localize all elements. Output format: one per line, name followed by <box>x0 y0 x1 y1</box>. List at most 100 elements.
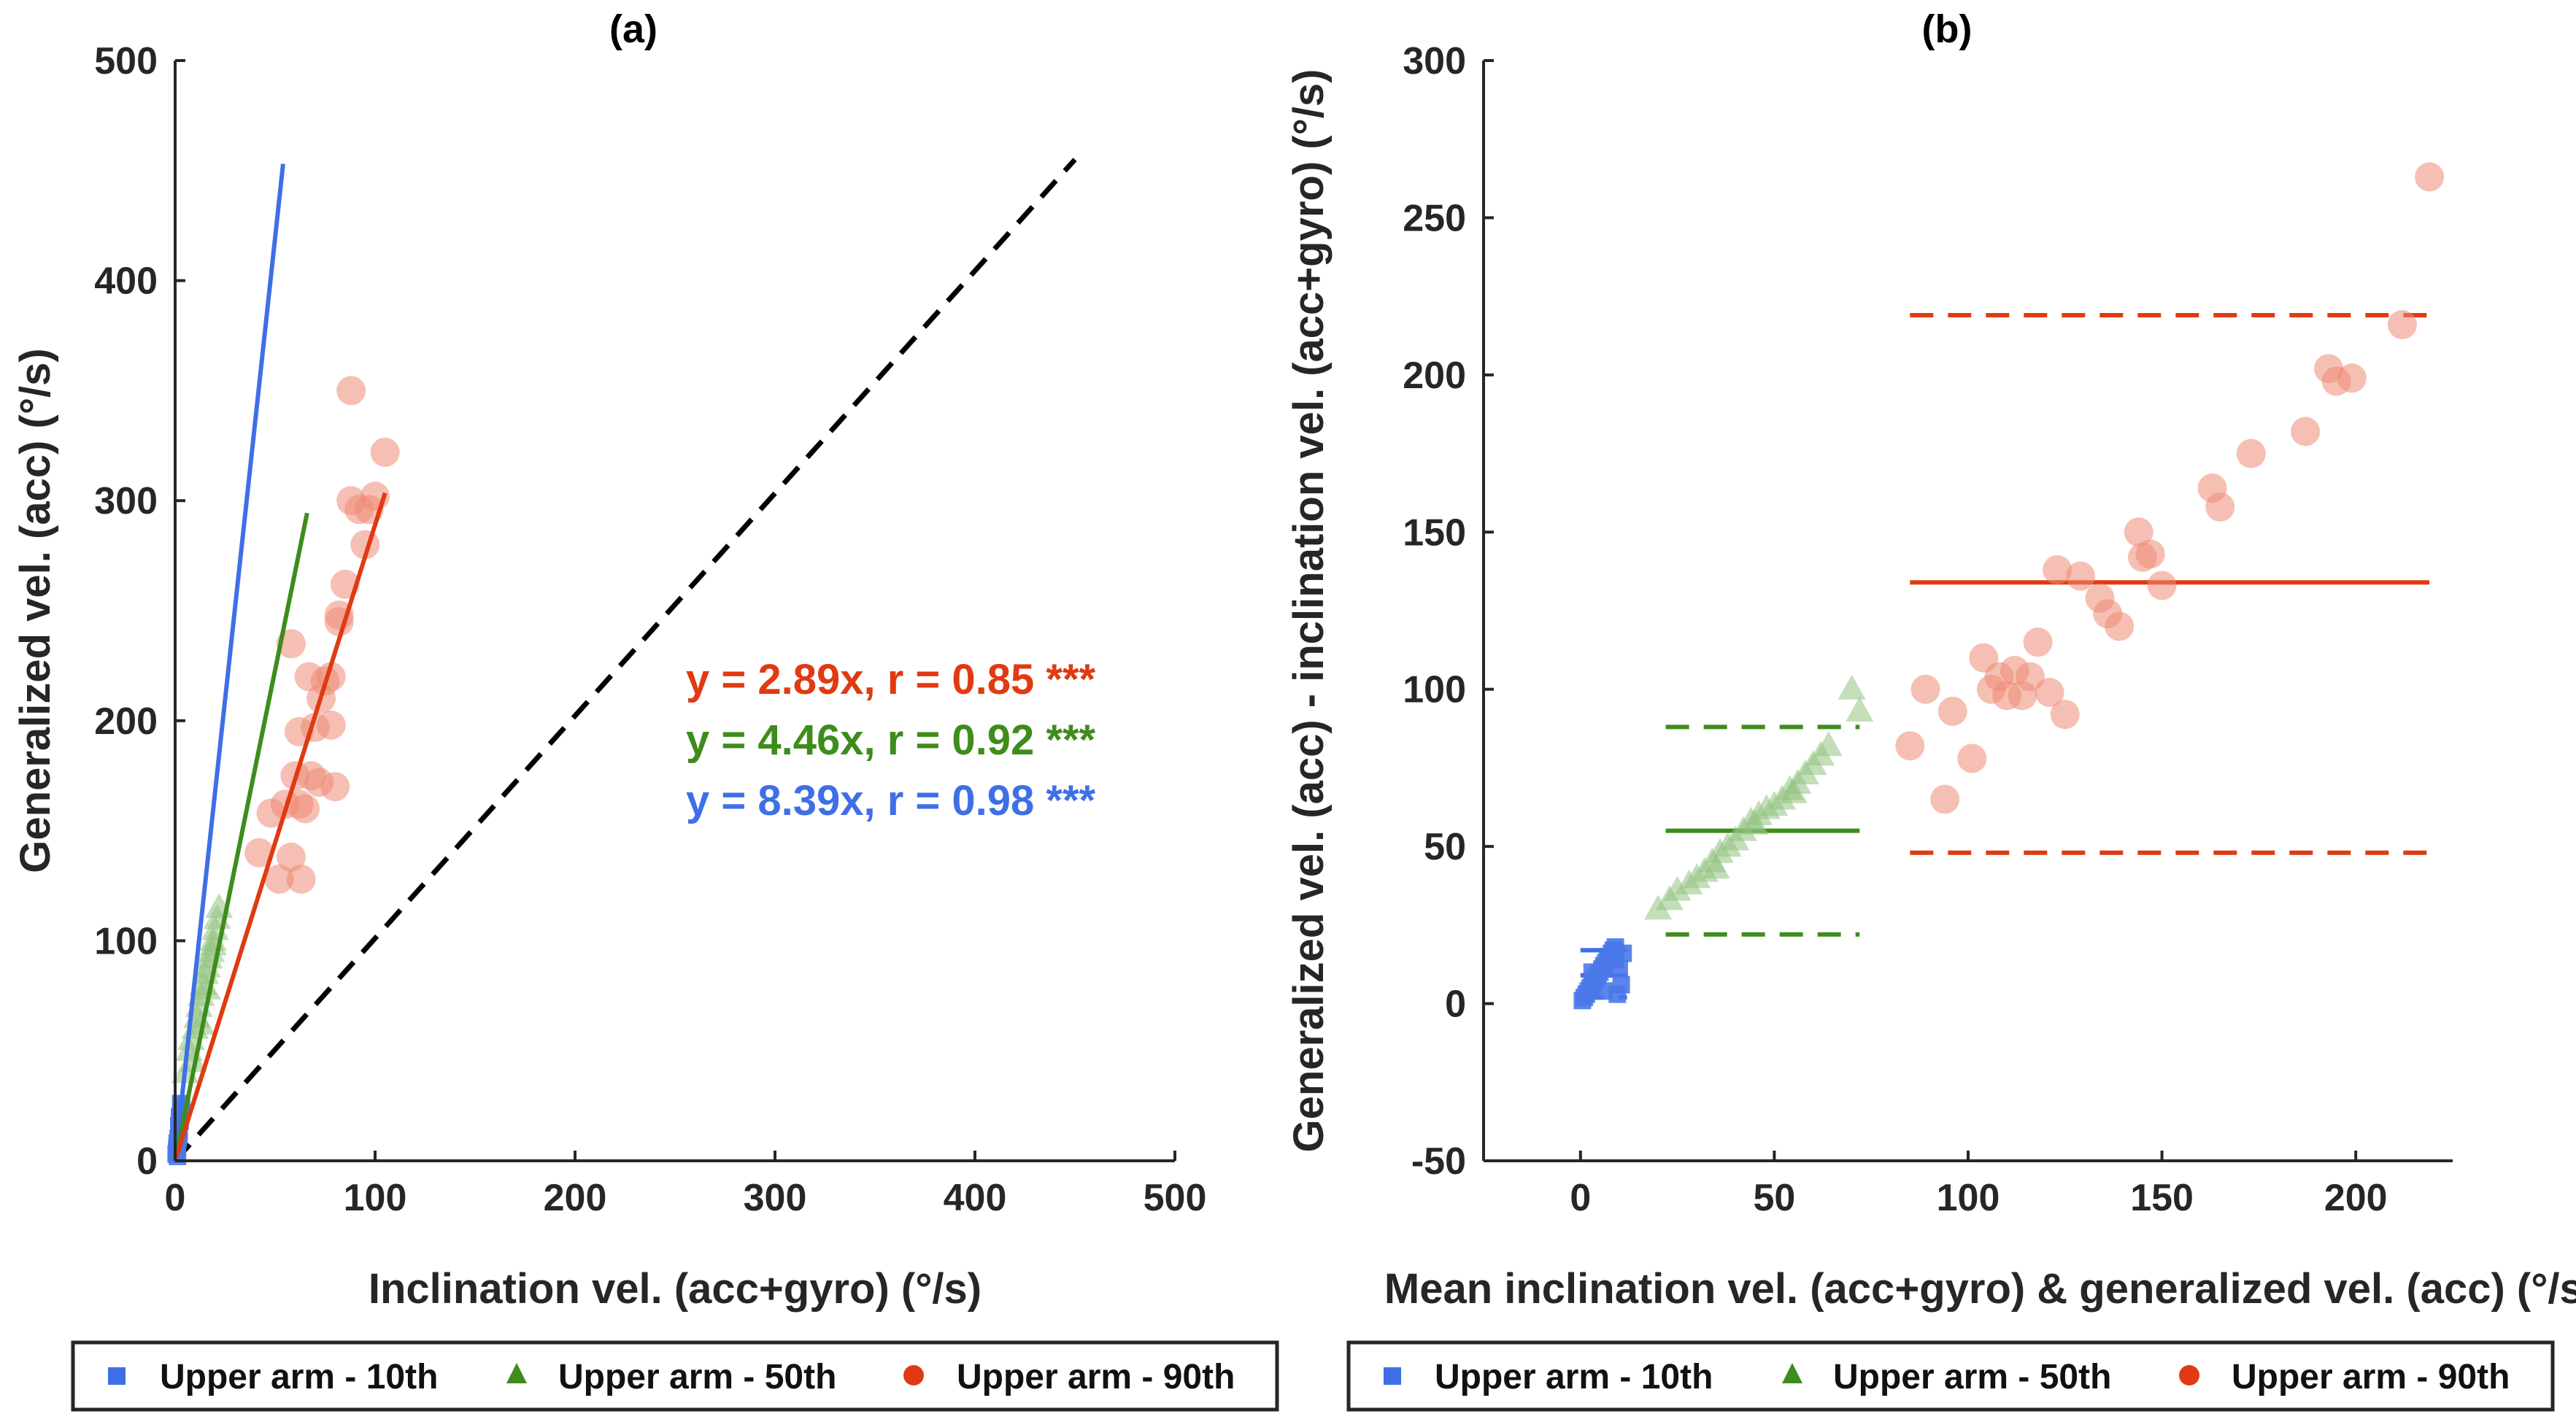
legend-b-box <box>1346 1340 2555 1412</box>
panel-b-point-p50 <box>1740 809 1769 835</box>
panel-b-point-p50 <box>1814 731 1843 757</box>
panel-b-ytick-label: -50 <box>1411 1140 1466 1183</box>
panel-b-point-p90 <box>2205 492 2235 522</box>
panel-a-title: (a) <box>609 7 658 51</box>
eq-p90: y = 2.89x, r = 0.85 *** <box>686 656 1096 703</box>
panel-a-point-p90 <box>276 842 306 872</box>
panel-b-title: (b) <box>1922 7 1973 51</box>
panel-b-point-p90 <box>2387 309 2417 339</box>
panel-a-xtick-label: 500 <box>1144 1177 1207 1219</box>
panel-b-ytick-label: 50 <box>1424 826 1466 868</box>
panel-b-point-p90 <box>2236 438 2266 468</box>
eq-p10: y = 8.39x, r = 0.98 *** <box>686 777 1096 824</box>
panel-a-ytick-label: 400 <box>94 260 158 303</box>
panel-a-point-p90 <box>370 437 400 467</box>
panel-b-point-p10 <box>1606 951 1624 969</box>
panel-b-point-p90 <box>2035 678 2064 708</box>
panel-b-xtick-label: 50 <box>1753 1177 1795 1219</box>
panel-b-point-p10 <box>1583 963 1601 981</box>
legend-b-label-p10: Upper arm - 10th <box>1435 1358 1713 1396</box>
panel-b-point-p90 <box>2291 417 2321 447</box>
panel-b-point-p90 <box>2415 162 2445 192</box>
panel-b-point-p90 <box>2043 554 2072 584</box>
regression-line-p10 <box>173 163 285 1162</box>
legend-a: Upper arm - 10th Upper arm - 50th Upper … <box>71 1340 1279 1412</box>
panel-a-xtick-label: 100 <box>344 1177 407 1219</box>
panel-b: (b) 0 50 100 150 200 -50 0 50 100 150 200 250 300 Me… <box>1285 7 2576 1313</box>
identity-line <box>173 158 1077 1163</box>
panel-b-point-p50 <box>1837 674 1866 700</box>
panel-b-point-p90 <box>2135 539 2165 569</box>
panel-a-point-p90 <box>296 761 326 791</box>
panel-b-point-p90 <box>2124 517 2153 547</box>
panel-b-point-p90 <box>2050 700 2080 730</box>
panel-b-point-p90 <box>1957 743 1987 773</box>
panel-b-point-p10 <box>1594 982 1613 1000</box>
panel-b-xtick-label: 100 <box>1937 1177 2000 1219</box>
panel-a-ytick-label: 0 <box>136 1140 158 1183</box>
legend-b-label-p50: Upper arm - 50th <box>1833 1358 2111 1396</box>
panel-a-xlabel: Inclination vel. (acc+gyro) (°/s) <box>369 1265 982 1313</box>
panel-b-point-p50 <box>1702 854 1730 879</box>
panel-b-ytick-label: 300 <box>1403 40 1466 82</box>
legend-a-label-p10: Upper arm - 10th <box>160 1358 438 1396</box>
panel-b-point-p90 <box>2015 662 2045 692</box>
panel-a-ylabel: Generalized vel. (acc) (°/s) <box>12 348 59 873</box>
panel-a: (a) 0 100 200 300 400 500 0 100 200 300 400 500 Inc… <box>12 7 1206 1313</box>
panel-b-xtick-label: 200 <box>2324 1177 2388 1219</box>
legend-a-marker-p10 <box>108 1367 126 1385</box>
panel-a-xtick-label: 0 <box>165 1177 186 1219</box>
panel-b-point-p90 <box>2337 363 2367 393</box>
legend-a-marker-p90 <box>903 1365 924 1386</box>
panel-b-ytick-label: 150 <box>1403 511 1466 554</box>
panel-b-point-p90 <box>2066 561 2096 591</box>
panel-b-point-p90 <box>1895 731 1925 761</box>
panel-a-ticks: 0 100 200 300 400 500 0 100 200 300 400 500 <box>94 40 1206 1219</box>
legend-a-marker-p50 <box>506 1363 527 1383</box>
panel-b-point-p90 <box>2147 571 2177 600</box>
regression-line-p50 <box>173 512 309 1162</box>
panel-a-point-p50 <box>187 1010 215 1035</box>
panel-b-ytick-label: 100 <box>1403 669 1466 711</box>
panel-b-point-p90 <box>2105 611 2135 641</box>
panel-b-point-p50 <box>1779 778 1808 803</box>
panel-a-xtick-label: 200 <box>544 1177 607 1219</box>
legend-b-marker-p90 <box>2179 1365 2199 1386</box>
panel-b-xtick-label: 0 <box>1570 1177 1591 1219</box>
panel-b-point-p90 <box>1930 784 1960 814</box>
panel-a-point-p90 <box>320 772 350 802</box>
panel-b-ytick-label: 0 <box>1445 984 1466 1026</box>
legend-a-label-p90: Upper arm - 90th <box>957 1358 1235 1396</box>
panel-a-point-p90 <box>286 864 316 894</box>
panel-b-ticks: 0 50 100 150 200 -50 0 50 100 150 200 250 300 <box>1403 40 2387 1219</box>
panel-a-ytick-label: 500 <box>94 40 158 82</box>
eq-p50: y = 4.46x, r = 0.92 *** <box>686 716 1096 764</box>
panel-b-point-p90 <box>1937 696 1967 726</box>
legend-a-label-p50: Upper arm - 50th <box>558 1358 836 1396</box>
panel-b-point-p50 <box>1663 876 1692 901</box>
panel-a-point-p50 <box>193 974 221 1000</box>
panel-b-point-p90 <box>2023 627 2053 657</box>
panel-a-xtick-label: 400 <box>944 1177 1007 1219</box>
legend-b-marker-p50 <box>1782 1363 1802 1383</box>
panel-a-lines <box>173 158 1077 1163</box>
regression-line-p90 <box>173 492 387 1162</box>
panel-a-ytick-label: 200 <box>94 700 158 743</box>
legend-b-marker-p10 <box>1384 1367 1401 1385</box>
panel-a-point-p90 <box>244 838 274 868</box>
legend-a-box <box>71 1340 1279 1412</box>
panel-b-points <box>1573 162 2445 1010</box>
panel-a-xtick-label: 300 <box>744 1177 807 1219</box>
panel-a-point-p90 <box>316 710 346 740</box>
panel-b-point-p90 <box>1910 674 1940 704</box>
legend-b-label-p90: Upper arm - 90th <box>2232 1358 2510 1396</box>
panel-b-xlabel: Mean inclination vel. (acc+gyro) & gener… <box>1384 1265 2576 1313</box>
panel-a-ytick-label: 100 <box>94 920 158 962</box>
panel-b-xtick-label: 150 <box>2130 1177 2194 1219</box>
panel-a-point-p90 <box>264 864 294 894</box>
panel-b-ytick-label: 200 <box>1403 355 1466 397</box>
panel-b-point-p10 <box>1612 975 1630 994</box>
legend-b: Upper arm - 10th Upper arm - 50th Upper … <box>1346 1340 2555 1412</box>
